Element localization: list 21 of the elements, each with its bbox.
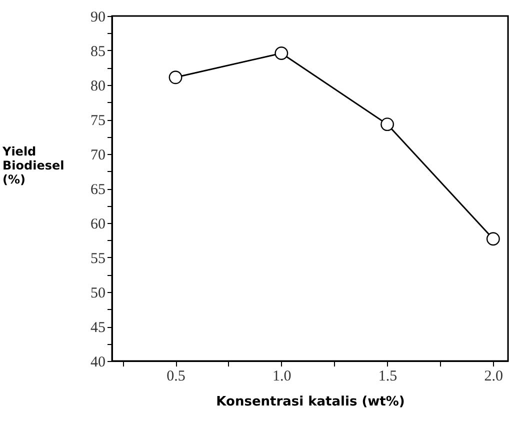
y-axis-title: Yield Biodiesel (%) [2,144,64,186]
y-tick-label: 50 [90,286,106,302]
x-tick-label: 2.0 [484,368,504,384]
point [168,70,182,84]
y-tick-label: 65 [90,182,106,198]
y-tick-label: 85 [90,44,106,60]
y-tick-label: 75 [90,113,106,129]
point [380,118,394,132]
x-axis-title: Konsentrasi katalis (wt%) [216,394,405,410]
point [486,232,500,246]
y-tick-label: 55 [90,251,106,267]
x-tick-label: 0.5 [166,368,186,384]
y-tick-label: 70 [90,148,106,164]
x-tick-label: 1.5 [378,368,398,384]
point [274,46,288,60]
x-tick-label: 1.0 [272,368,292,384]
y-tick-label: 45 [90,320,106,336]
y-tick-label: 40 [90,354,106,370]
y-tick-label: 80 [90,78,106,94]
y-tick-label: 60 [90,216,106,232]
y-tick-label: 90 [90,10,106,26]
